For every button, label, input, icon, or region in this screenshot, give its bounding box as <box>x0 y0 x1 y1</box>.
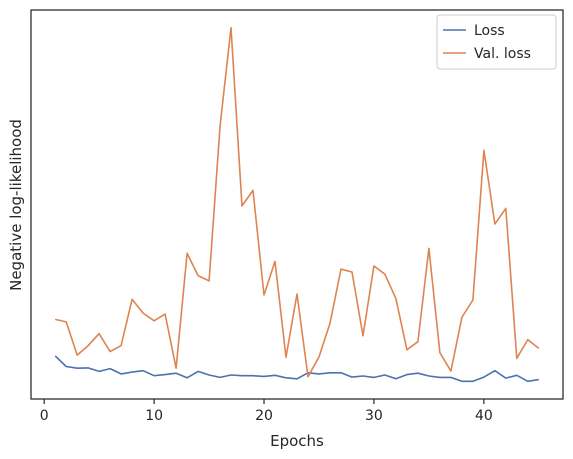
x-axis-label: Epochs <box>270 432 324 450</box>
x-tick-label: 10 <box>145 408 163 424</box>
x-tick-label: 20 <box>255 408 273 424</box>
x-tick-label: 0 <box>40 408 49 424</box>
series-line-loss <box>54 355 539 383</box>
legend-label-loss: Loss <box>474 23 505 39</box>
legend: Loss Val. loss <box>436 14 557 70</box>
x-tick-label: 30 <box>365 408 383 424</box>
y-axis-label: Negative log-likelihood <box>7 119 25 291</box>
plot-area <box>30 9 564 400</box>
legend-box <box>436 14 557 70</box>
x-tick-label: 40 <box>475 408 493 424</box>
series-layer <box>54 26 540 383</box>
x-axis-ticks: 0 10 20 30 40 <box>40 399 493 424</box>
legend-label-val-loss: Val. loss <box>474 46 531 62</box>
series-line-val-loss <box>55 26 540 378</box>
